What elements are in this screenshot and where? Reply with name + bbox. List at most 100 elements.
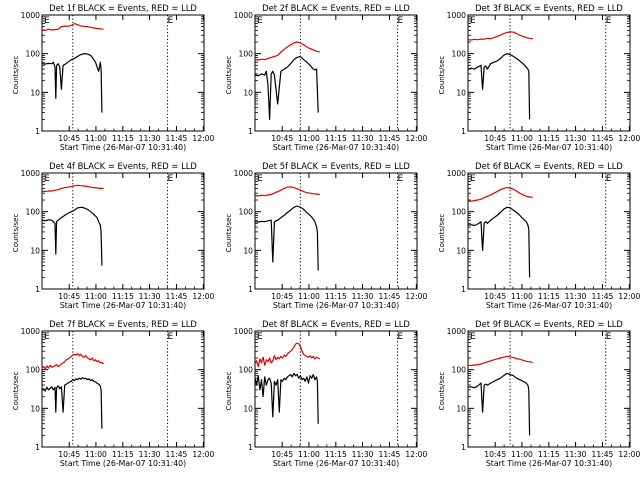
x-tick-label: 11:45 (166, 450, 188, 459)
y-tick-label: 10 (243, 88, 253, 97)
y-tick-label: 1000 (21, 169, 40, 178)
x-tick-label: 11:15 (538, 292, 560, 301)
detector-panel-5: Det 5f BLACK = Events, RED = LLD 1 10 100 10… (225, 161, 427, 310)
y-axis-label: Counts/sec (225, 372, 233, 411)
y-tick-label: 1 (248, 285, 253, 294)
plot-frame (254, 14, 418, 132)
x-tick-label: 11:15 (112, 134, 134, 143)
y-tick-label: 1 (35, 285, 40, 294)
x-tick-label: 11:45 (379, 134, 401, 143)
y-tick-label: 1 (461, 127, 466, 136)
x-tick-label: 11:15 (112, 450, 134, 459)
x-tick-label: 12:00 (618, 134, 640, 143)
detector-panel-1: Det 1f BLACK = Events, RED = LLD 1 10 100 10… (12, 3, 214, 152)
y-tick-label: 100 (26, 366, 41, 375)
x-tick-label: 11:15 (325, 450, 347, 459)
panel-title: Det 6f BLACK = Events, RED = LLD (475, 161, 623, 171)
x-axis-label: Start Time (26-Mar-07 10:31:40) (486, 459, 612, 468)
y-tick-label: 10 (243, 246, 253, 255)
y-tick-label: 100 (239, 50, 254, 59)
x-tick-label: 11:00 (298, 450, 320, 459)
event-marker-label: E (606, 16, 612, 26)
y-tick-label: 1 (248, 443, 253, 452)
lld-series-line (41, 353, 105, 370)
y-axis-label: Counts/sec (225, 56, 233, 95)
y-tick-label: 100 (452, 208, 467, 217)
x-tick-label: 11:00 (511, 450, 533, 459)
lld-series-line (41, 23, 104, 31)
x-tick-label: 11:45 (379, 450, 401, 459)
x-tick-label: 11:30 (565, 450, 587, 459)
y-tick-label: 1 (248, 127, 253, 136)
x-tick-label: 11:15 (538, 134, 560, 143)
events-series-line (467, 53, 531, 120)
y-tick-label: 1000 (234, 169, 253, 178)
y-tick-label: 10 (456, 246, 466, 255)
y-tick-label: 10 (30, 246, 40, 255)
plot-frame (41, 14, 205, 132)
events-series-line (254, 205, 319, 271)
y-tick-label: 100 (452, 50, 467, 59)
x-axis-label: Start Time (26-Mar-07 10:31:40) (486, 143, 612, 152)
y-tick-label: 10 (243, 404, 253, 413)
x-tick-label: 12:00 (405, 292, 427, 301)
lld-series-line (467, 31, 533, 41)
x-tick-label: 12:00 (192, 292, 214, 301)
events-series-line (254, 55, 319, 121)
y-tick-label: 10 (30, 88, 40, 97)
x-tick-label: 11:00 (85, 134, 107, 143)
detector-panel-3: Det 3f BLACK = Events, RED = LLD 1 10 100 10… (438, 3, 640, 152)
event-marker-label: E (168, 16, 174, 26)
detector-panel-2: Det 2f BLACK = Events, RED = LLD 1 10 100 10… (225, 3, 427, 152)
panel-title: Det 3f BLACK = Events, RED = LLD (475, 3, 623, 13)
x-tick-label: 11:30 (352, 450, 374, 459)
x-tick-label: 11:00 (298, 292, 320, 301)
events-series-line (41, 53, 103, 113)
x-axis-label: Start Time (26-Mar-07 10:31:40) (273, 301, 399, 310)
event-marker-label: E (257, 16, 263, 26)
panel-title: Det 7f BLACK = Events, RED = LLD (49, 319, 197, 329)
y-tick-label: 1000 (447, 169, 466, 178)
x-tick-label: 10:45 (484, 450, 506, 459)
y-tick-label: 1 (461, 285, 466, 294)
y-tick-label: 1000 (234, 327, 253, 336)
x-tick-label: 10:45 (271, 292, 293, 301)
panel-title: Det 4f BLACK = Events, RED = LLD (49, 161, 197, 171)
lld-series-line (41, 184, 104, 193)
x-axis-label: Start Time (26-Mar-07 10:31:40) (60, 143, 186, 152)
x-tick-label: 11:15 (538, 450, 560, 459)
events-series-line (467, 206, 531, 278)
lld-series-line (254, 342, 321, 368)
x-axis-label: Start Time (26-Mar-07 10:31:40) (273, 459, 399, 468)
event-marker-label: E (398, 174, 404, 184)
x-tick-label: 10:45 (271, 450, 293, 459)
y-axis-label: Counts/sec (12, 372, 20, 411)
x-tick-label: 11:45 (592, 134, 614, 143)
x-tick-label: 11:15 (325, 134, 347, 143)
x-tick-label: 11:00 (85, 450, 107, 459)
event-marker-label: E (606, 174, 612, 184)
x-tick-label: 11:00 (511, 134, 533, 143)
event-marker-label: E (398, 16, 404, 26)
y-tick-label: 10 (456, 88, 466, 97)
event-marker-label: E (168, 174, 174, 184)
x-tick-label: 12:00 (618, 292, 640, 301)
event-marker-label: E (470, 332, 476, 342)
x-tick-label: 11:45 (379, 292, 401, 301)
y-axis-label: Counts/sec (12, 56, 20, 95)
y-tick-label: 1 (35, 127, 40, 136)
lld-series-line (254, 41, 320, 61)
y-tick-label: 10 (456, 404, 466, 413)
lld-series-line (467, 355, 533, 367)
x-tick-label: 11:45 (166, 134, 188, 143)
x-tick-label: 12:00 (618, 450, 640, 459)
x-tick-label: 11:30 (139, 134, 161, 143)
event-marker-label: E (470, 16, 476, 26)
event-marker-label: E (470, 174, 476, 184)
plot-frame (254, 330, 418, 448)
events-series-line (41, 206, 103, 266)
x-tick-label: 12:00 (405, 450, 427, 459)
event-marker-label: E (44, 174, 50, 184)
x-tick-label: 11:30 (352, 292, 374, 301)
